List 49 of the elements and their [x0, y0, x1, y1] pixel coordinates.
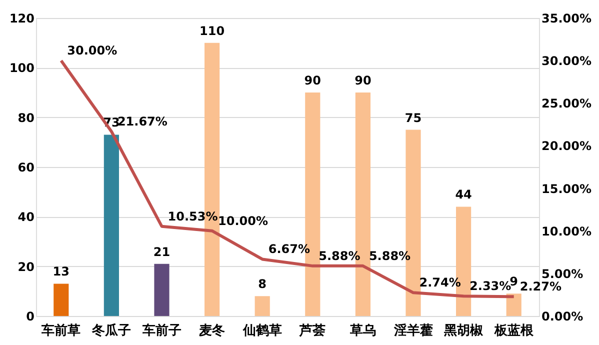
- y-tick-label: 120: [9, 12, 34, 26]
- data-label: 2.27%: [520, 280, 562, 294]
- data-label: 44: [455, 188, 472, 202]
- y-tick-label: 100: [9, 61, 34, 76]
- x-tick-label: 黑胡椒: [443, 324, 484, 338]
- x-tick-label: 仙鹤草: [242, 324, 282, 338]
- data-label: 30.00%: [67, 44, 118, 58]
- bar: [506, 294, 522, 316]
- y2-tick-label: 30.00%: [542, 54, 592, 68]
- bar: [104, 134, 119, 316]
- data-label: 8: [258, 277, 267, 292]
- data-label: 9: [510, 274, 518, 289]
- x-tick-label: 草乌: [348, 324, 376, 338]
- data-label: 21.67%: [117, 114, 168, 128]
- data-label: 90: [354, 74, 372, 88]
- y-tick-label: 40: [18, 210, 34, 224]
- x-tick-label: 冬瓜子: [90, 322, 131, 338]
- data-label: 5.88%: [318, 248, 360, 263]
- y2-tick-label: 10.00%: [542, 224, 592, 238]
- x-tick-label: 板蓝根: [493, 322, 534, 338]
- y2-tick-label: 35.00%: [542, 12, 592, 26]
- y-tick-label: 20: [18, 260, 34, 274]
- data-label: 10.53%: [168, 209, 218, 224]
- y-tick-label: 0: [26, 310, 34, 324]
- y2-tick-label: 15.00%: [542, 182, 592, 196]
- bar: [154, 264, 170, 316]
- bar: [54, 284, 69, 316]
- data-label: 13: [52, 264, 70, 279]
- data-label: 5.88%: [368, 248, 411, 263]
- x-tick-label: 麦冬: [198, 324, 226, 338]
- y2-tick-label: 25.00%: [542, 96, 592, 111]
- y2-tick-label: 0.00%: [542, 310, 584, 324]
- x-tick-label: 车前草: [40, 322, 81, 338]
- bar: [254, 296, 270, 316]
- data-label: 110: [200, 24, 225, 38]
- x-tick-label: 芦荟: [298, 324, 326, 338]
- data-label: 2.33%: [470, 279, 512, 294]
- x-tick-label: 车前子: [141, 322, 182, 338]
- y-tick-label: 60: [18, 160, 34, 174]
- data-label: 2.74%: [419, 276, 461, 290]
- data-label: 6.67%: [268, 242, 310, 256]
- data-label: 21: [153, 244, 170, 259]
- y-tick-label: 80: [18, 110, 34, 125]
- data-label: 75: [404, 110, 422, 125]
- data-label: 90: [304, 74, 321, 88]
- y2-tick-label: 20.00%: [542, 139, 592, 154]
- x-tick-label: 淫羊藿: [392, 322, 433, 338]
- y2-tick-label: 5.00%: [542, 266, 584, 281]
- data-label: 10.00%: [218, 214, 268, 228]
